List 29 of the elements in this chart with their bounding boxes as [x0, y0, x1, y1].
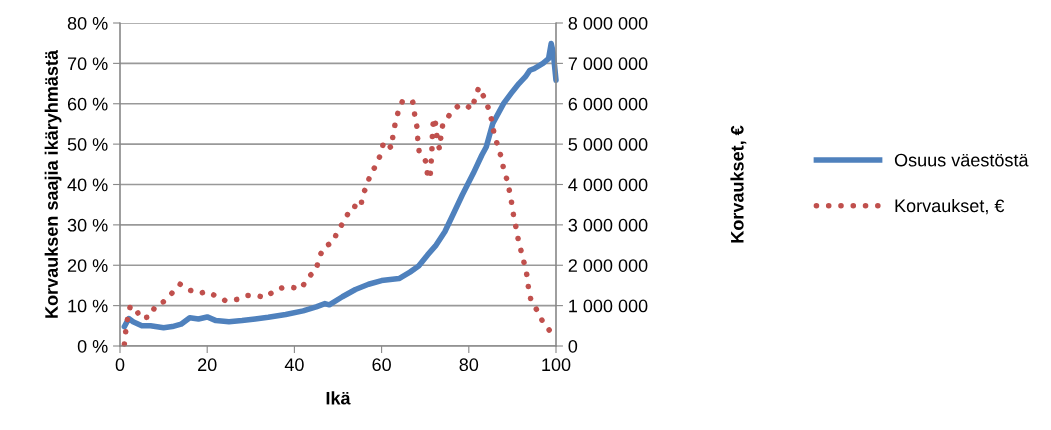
x-tick-label: 0: [115, 358, 125, 372]
x-tick-label: 100: [542, 358, 571, 372]
x-tick-label: 40: [284, 358, 304, 372]
y-tick-label: 70 %: [67, 57, 108, 71]
legend-label: Osuus väestöstä: [894, 153, 1029, 167]
y2-tick-label: 0: [568, 339, 578, 353]
y-tick-label: 10 %: [68, 299, 108, 313]
x-tick-label: 20: [198, 358, 217, 372]
y-tick-label: 80 %: [67, 16, 108, 30]
y2-tick-label: 3 000 000: [568, 218, 648, 232]
y-tick-label: 50 %: [67, 138, 108, 151]
y2-tick-label: 7 000 000: [568, 57, 648, 71]
x-tick-label: 60: [372, 358, 391, 372]
legend-label: Korvaukset, €: [895, 198, 1005, 215]
y-tick-label: 30 %: [67, 218, 108, 232]
y2-tick-label: 2 000 000: [568, 259, 648, 272]
y-tick-label: 20 %: [67, 259, 108, 272]
y-axis-title: Korvauksen saajia ikäryhmästä: [44, 49, 62, 318]
y-tick-label: 0 %: [77, 339, 108, 353]
y2-tick-label: 1 000 000: [569, 299, 648, 313]
y2-axis-title: Korvaukset, €: [730, 125, 747, 243]
y2-tick-label: 5 000 000: [568, 138, 648, 151]
x-axis-title: Ikä: [326, 391, 351, 405]
y2-tick-label: 8 000 000: [568, 16, 648, 30]
y2-tick-label: 6 000 000: [568, 97, 648, 111]
y-tick-label: 40 %: [67, 178, 108, 192]
y-tick-label: 60 %: [67, 97, 108, 111]
y2-tick-label: 4 000 000: [568, 178, 648, 192]
x-tick-label: 80: [459, 358, 479, 372]
